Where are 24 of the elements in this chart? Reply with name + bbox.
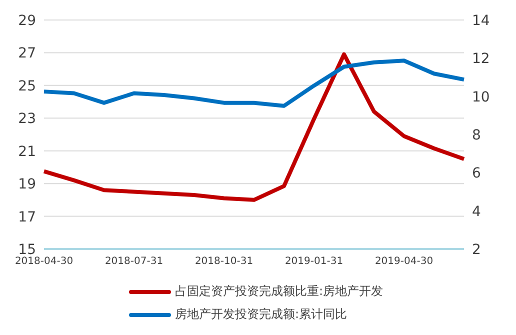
y2-tick-label: 4 (472, 204, 481, 220)
y-tick-label: 29 (18, 12, 36, 29)
y-tick-label: 19 (18, 176, 36, 193)
legend-label: 占固定资产投资完成额比重:房地产开发 (174, 283, 384, 300)
legend-label: 房地产开发投资完成额:累计同比 (174, 306, 348, 323)
y2-tick-label: 2 (472, 242, 481, 258)
x-tick-label: 2019-04-30 (374, 256, 434, 268)
y2-tick-label: 14 (472, 12, 490, 29)
y-tick-label: 17 (18, 209, 36, 226)
x-tick-label: 2018-07-31 (104, 256, 164, 268)
y2-tick-label: 10 (472, 89, 490, 106)
y2-tick-label: 6 (472, 166, 481, 182)
line-series (42, 52, 466, 202)
y-tick-label: 15 (18, 242, 36, 258)
y2-tick-label: 8 (472, 127, 481, 144)
y-tick-label: 27 (18, 46, 36, 62)
y-tick-label: 25 (18, 78, 36, 94)
y-tick-label: 23 (18, 111, 36, 128)
y-tick-label: 21 (18, 144, 36, 160)
x-tick-label: 2019-01-31 (284, 256, 344, 268)
x-tick-label: 2018-04-30 (14, 256, 74, 268)
line-series (42, 58, 466, 108)
y2-tick-label: 12 (472, 51, 490, 68)
x-tick-label: 2018-10-31 (194, 256, 254, 268)
